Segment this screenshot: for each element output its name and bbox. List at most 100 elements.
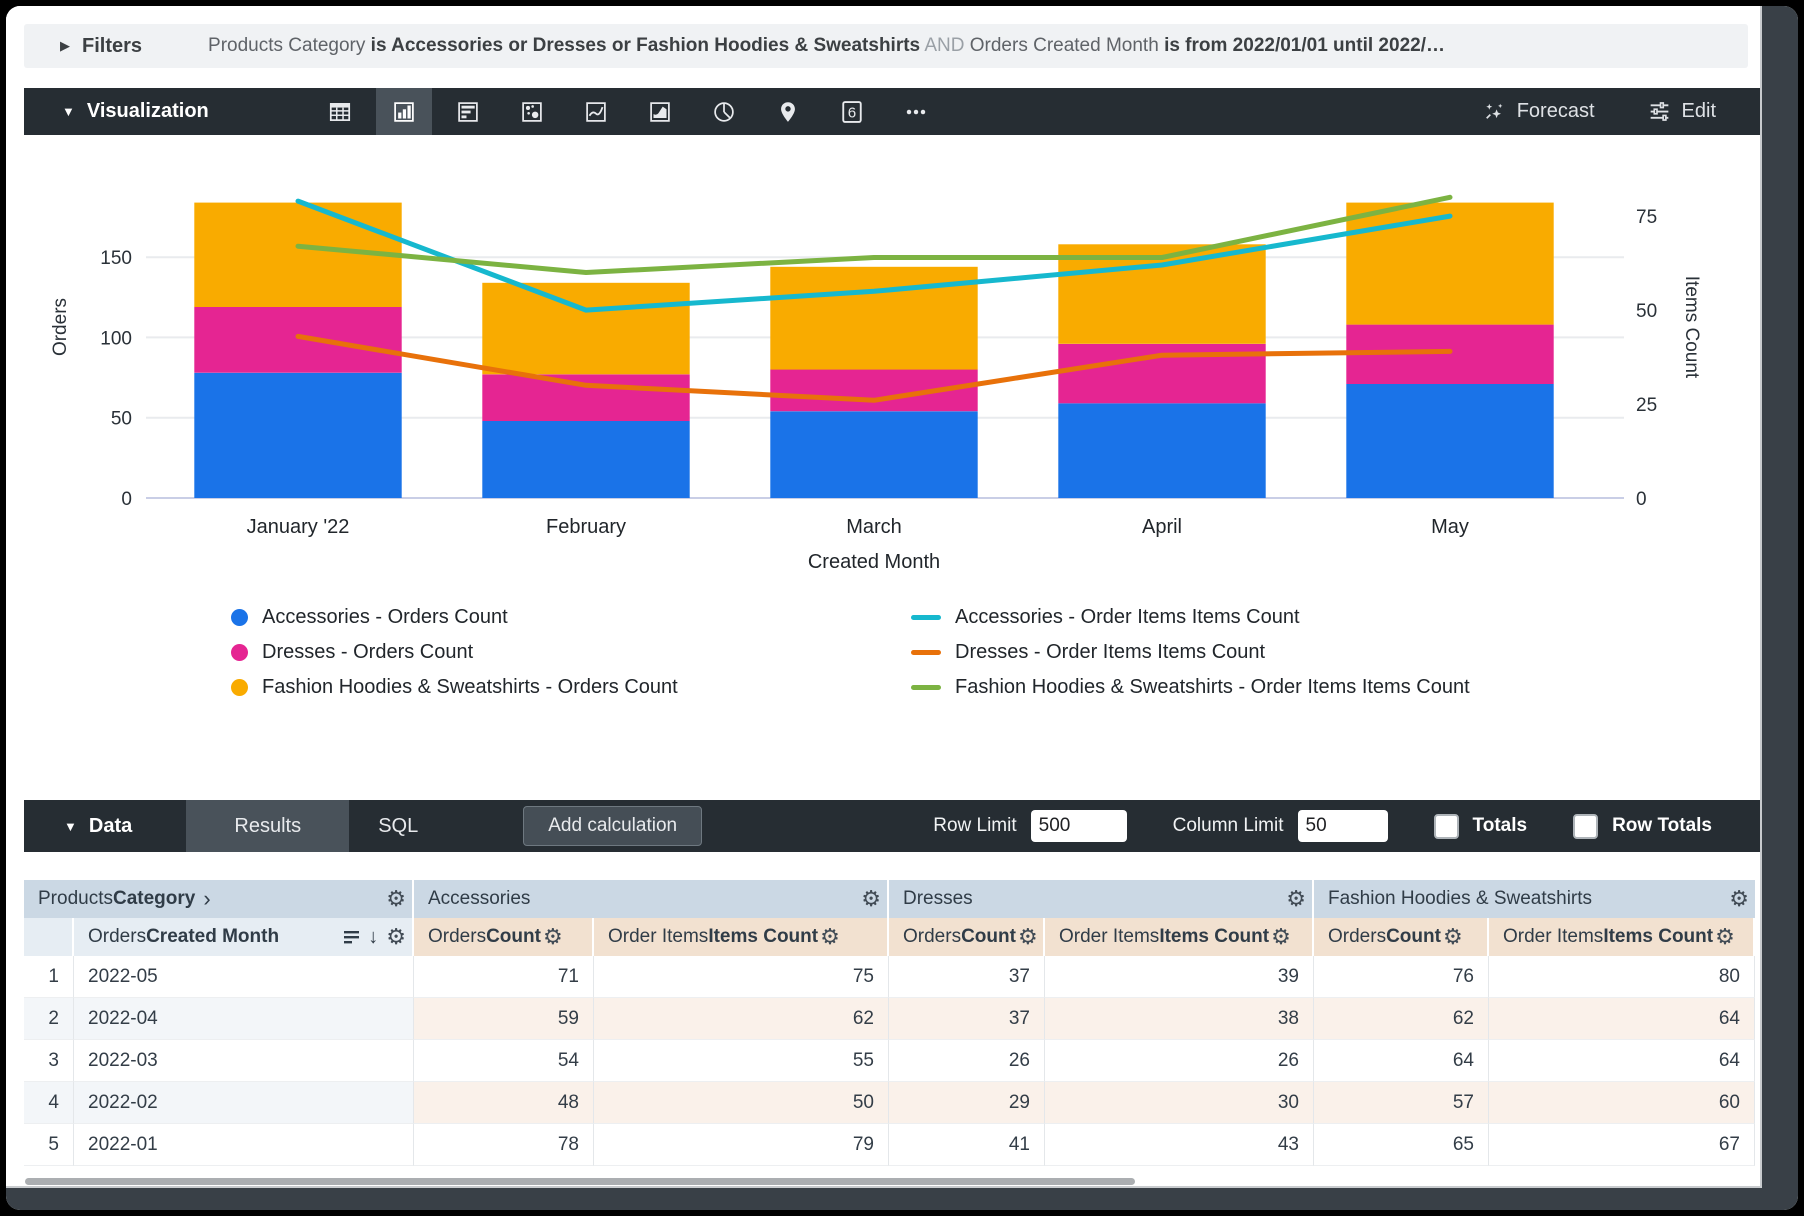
measure-value-cell[interactable]: 79: [594, 1124, 889, 1166]
column-limit-input[interactable]: [1297, 810, 1388, 842]
measure-value-cell[interactable]: 65: [1314, 1124, 1489, 1166]
measure-value-cell[interactable]: 29: [889, 1082, 1045, 1124]
data-label[interactable]: Data: [88, 814, 133, 837]
viz-type-pie-button[interactable]: [696, 88, 752, 135]
gear-icon[interactable]: ⚙: [861, 886, 881, 911]
row-totals-checkbox[interactable]: [1573, 813, 1599, 839]
gear-icon[interactable]: ⚙: [386, 924, 406, 949]
legend-swatch: [911, 650, 941, 655]
legend-item[interactable]: Dresses - Orders Count: [231, 641, 678, 664]
gear-icon[interactable]: ⚙: [1271, 924, 1291, 949]
measure-value-cell[interactable]: 37: [889, 998, 1045, 1040]
measure-header-cell[interactable]: Orders Count ⚙: [889, 918, 1045, 956]
gear-icon[interactable]: ⚙: [1729, 886, 1749, 911]
tab-sql[interactable]: SQL: [378, 814, 419, 837]
gear-icon[interactable]: ⚙: [386, 886, 406, 911]
edit-button[interactable]: Edit: [1647, 99, 1716, 124]
viz-type-map-button[interactable]: [760, 88, 816, 135]
measure-value-cell[interactable]: 64: [1489, 998, 1755, 1040]
legend-item[interactable]: Accessories - Order Items Items Count: [911, 606, 1470, 629]
measure-value-cell[interactable]: 64: [1489, 1040, 1755, 1082]
measure-header-cell[interactable]: Orders Count ⚙: [414, 918, 594, 956]
dimension-value-cell[interactable]: 2022-01: [74, 1124, 414, 1166]
measure-value-cell[interactable]: 37: [889, 956, 1045, 998]
measure-value-cell[interactable]: 30: [1045, 1082, 1314, 1124]
totals-checkbox[interactable]: [1433, 813, 1459, 839]
gear-icon[interactable]: ⚙: [1286, 886, 1306, 911]
dimension-value-cell[interactable]: 2022-05: [74, 956, 414, 998]
add-calculation-button[interactable]: Add calculation: [523, 806, 703, 846]
measure-value-cell[interactable]: 62: [1314, 998, 1489, 1040]
gear-icon[interactable]: ⚙: [820, 924, 840, 949]
visualization-label[interactable]: Visualization: [86, 100, 209, 122]
visualization-collapse-icon[interactable]: ▼: [62, 104, 75, 119]
group-header-cell[interactable]: Fashion Hoodies & Sweatshirts ⚙: [1314, 880, 1755, 918]
expand-chevron-icon[interactable]: ›: [203, 886, 211, 911]
measure-value-cell[interactable]: 71: [414, 956, 594, 998]
combo-chart: 0 50 100 150 0 25 50 75 January '22 February March…: [24, 136, 1739, 581]
dimension-value-cell[interactable]: 2022-04: [74, 998, 414, 1040]
measure-value-cell[interactable]: 55: [594, 1040, 889, 1082]
measure-value-cell[interactable]: 64: [1314, 1040, 1489, 1082]
legend-item[interactable]: Fashion Hoodies & Sweatshirts - Orders C…: [231, 676, 678, 699]
subtotal-icon[interactable]: [342, 927, 362, 947]
group-header-cell[interactable]: Accessories ⚙: [414, 880, 889, 918]
measure-value-cell[interactable]: 54: [414, 1040, 594, 1082]
measure-value-cell[interactable]: 48: [414, 1082, 594, 1124]
single-value-icon: 6: [842, 100, 862, 123]
table-row: 4 2022-02 48 50 29 30 57 60: [24, 1082, 1755, 1124]
measure-value-cell[interactable]: 76: [1314, 956, 1489, 998]
filters-expand-icon[interactable]: ▶: [60, 38, 70, 53]
measure-value-cell[interactable]: 75: [594, 956, 889, 998]
row-limit-input[interactable]: [1030, 810, 1127, 842]
horizontal-scrollbar[interactable]: [25, 1178, 1135, 1185]
data-collapse-icon[interactable]: ▼: [64, 818, 77, 834]
measure-header-cell[interactable]: Order Items Items Count ⚙: [594, 918, 889, 956]
filter-expression[interactable]: Products Category is Accessories or Dres…: [208, 35, 1748, 57]
measure-value-cell[interactable]: 62: [594, 998, 889, 1040]
viz-type-column-button[interactable]: [376, 88, 432, 135]
viz-type-bar-button[interactable]: [440, 88, 496, 135]
dimension-value-cell[interactable]: 2022-02: [74, 1082, 414, 1124]
legend-item[interactable]: Fashion Hoodies & Sweatshirts - Order It…: [911, 676, 1470, 699]
viz-type-table-button[interactable]: [312, 88, 368, 135]
group-header-cell[interactable]: Dresses ⚙: [889, 880, 1314, 918]
measure-header-cell[interactable]: Order Items Items Count ⚙: [1489, 918, 1755, 956]
dimension-value-cell[interactable]: 2022-03: [74, 1040, 414, 1082]
measure-value-cell[interactable]: 43: [1045, 1124, 1314, 1166]
measure-value-cell[interactable]: 39: [1045, 956, 1314, 998]
vertical-scrollbar[interactable]: [1760, 6, 1798, 1210]
measure-value-cell[interactable]: 80: [1489, 956, 1755, 998]
viz-type-single-value-button[interactable]: 6: [824, 88, 880, 135]
viz-type-more-button[interactable]: [888, 88, 944, 135]
dimension-header-cell[interactable]: Orders Created Month ↓ ⚙: [74, 918, 414, 956]
results-table: Products Category › ⚙ Accessories ⚙ Dresses ⚙ F…: [24, 880, 1755, 1166]
measure-value-cell[interactable]: 60: [1489, 1082, 1755, 1124]
group-header-cell[interactable]: Products Category › ⚙: [24, 880, 414, 918]
gear-icon[interactable]: ⚙: [1715, 924, 1735, 949]
gear-icon[interactable]: ⚙: [542, 924, 563, 949]
sort-desc-icon[interactable]: ↓: [368, 925, 379, 948]
measure-value-cell[interactable]: 26: [889, 1040, 1045, 1082]
gear-icon[interactable]: ⚙: [1017, 924, 1038, 949]
filters-label[interactable]: Filters: [82, 34, 143, 57]
measure-value-cell[interactable]: 50: [594, 1082, 889, 1124]
left-axis-tick: 0: [121, 489, 132, 510]
measure-value-cell[interactable]: 67: [1489, 1124, 1755, 1166]
viz-type-area-button[interactable]: [632, 88, 688, 135]
measure-value-cell[interactable]: 38: [1045, 998, 1314, 1040]
viz-type-scatter-button[interactable]: [504, 88, 560, 135]
measure-value-cell[interactable]: 26: [1045, 1040, 1314, 1082]
measure-header-cell[interactable]: Orders Count ⚙: [1314, 918, 1489, 956]
measure-value-cell[interactable]: 78: [414, 1124, 594, 1166]
measure-value-cell[interactable]: 57: [1314, 1082, 1489, 1124]
measure-value-cell[interactable]: 41: [889, 1124, 1045, 1166]
tab-results[interactable]: Results: [186, 800, 350, 852]
viz-type-line-button[interactable]: [568, 88, 624, 135]
measure-value-cell[interactable]: 59: [414, 998, 594, 1040]
measure-header-cell[interactable]: Order Items Items Count ⚙: [1045, 918, 1314, 956]
legend-item[interactable]: Dresses - Order Items Items Count: [911, 641, 1470, 664]
gear-icon[interactable]: ⚙: [1442, 924, 1463, 949]
legend-item[interactable]: Accessories - Orders Count: [231, 606, 678, 629]
forecast-button[interactable]: Forecast: [1482, 99, 1595, 124]
